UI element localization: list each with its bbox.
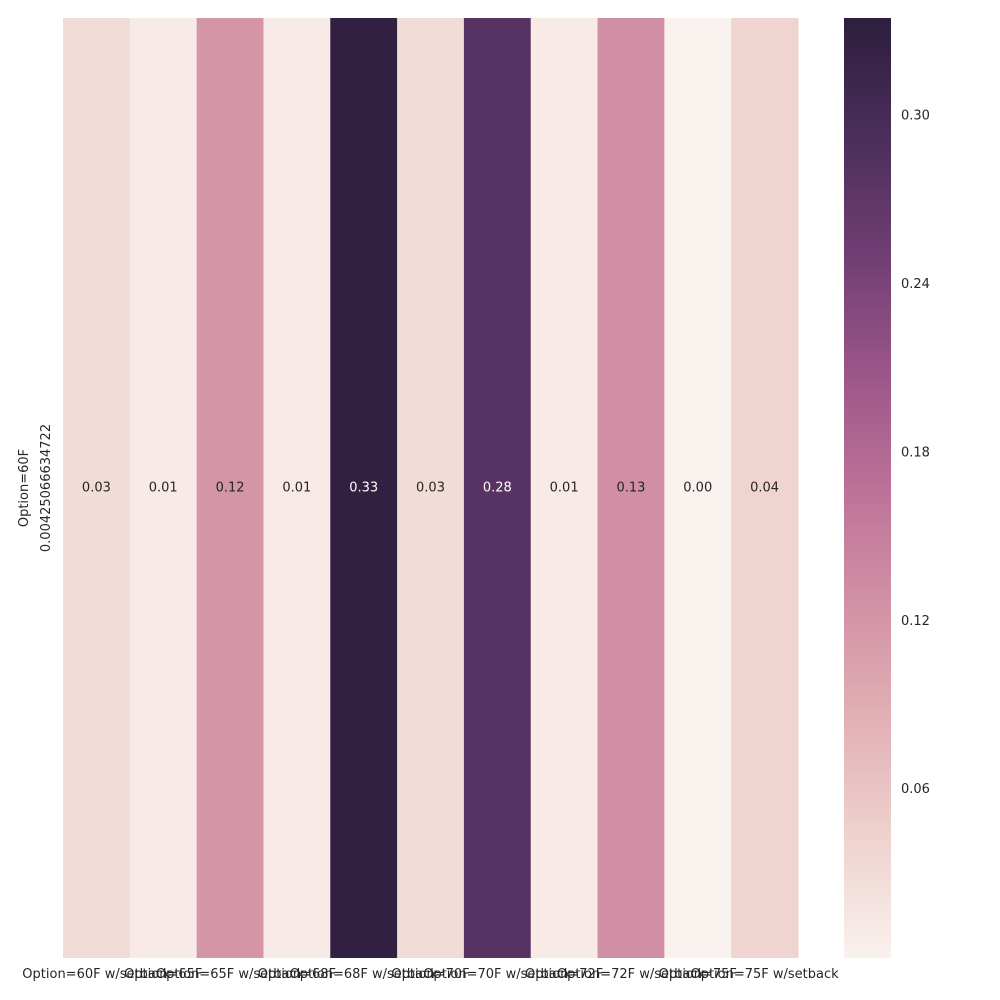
heatmap-cell [330,18,398,958]
cell-value-label: 0.01 [149,481,178,496]
heatmap-cell [129,18,198,958]
heatmap-cell [731,18,799,958]
colorbar-tick-label: 0.24 [901,277,930,292]
heatmap-cell [397,18,465,958]
heatmap-cell [196,18,264,958]
x-tick-label: Option=72F [525,967,603,982]
cell-value-label: 0.28 [483,481,512,496]
colorbar-tick-label: 0.12 [901,614,930,629]
colorbar-gradient [844,18,891,958]
colorbar-tick-label: 0.30 [901,109,930,124]
cell-value-label: 0.13 [616,481,645,496]
cell-value-label: 0.03 [416,481,445,496]
heatmap-cell [597,18,665,958]
x-tick-label: Option=68F [258,967,336,982]
y-axis-tick-labels: Option=60F 0.00425066634722 [17,424,54,552]
cell-value-label: 0.33 [349,481,378,496]
colorbar-tick-labels: 0.06 0.12 0.18 0.24 0.30 [901,109,930,797]
x-axis-tick-labels: Option=60F w/setbackOption=65FOption=65F… [22,967,839,982]
heatmap-cell [263,18,331,958]
x-tick-label: Option=60F w/setback [22,967,171,982]
cell-value-label: 0.12 [216,481,245,496]
colorbar-tick-label: 0.06 [901,782,930,797]
x-tick-label: Option=75F [659,967,737,982]
heatmap-cell [664,18,732,958]
heatmap-cell-labels: 0.03 0.01 0.12 0.01 0.33 0.03 0.28 0.01 0.13 0.00… [82,481,779,496]
x-tick-label: Option=68F w/setback [290,967,439,982]
x-tick-label: Option=72F w/setback [557,967,706,982]
cell-value-label: 0.00 [683,481,712,496]
cell-value-label: 0.03 [82,481,111,496]
x-tick-label: Option=75F w/setback [690,967,839,982]
cell-value-label: 0.01 [282,481,311,496]
heatmap-cell [63,18,131,958]
cell-value-label: 0.04 [750,481,779,496]
y-tick-label: 0.00425066634722 [39,424,54,552]
x-tick-label: Option=65F [124,967,202,982]
heatmap-cell [530,18,599,958]
heatmap-cells [63,18,799,958]
x-tick-label: Option=65F w/setback [156,967,305,982]
cell-value-label: 0.01 [550,481,579,496]
x-tick-label: Option=70F w/setback [423,967,572,982]
y-tick-label: Option=60F [17,449,32,527]
colorbar: 0.06 0.12 0.18 0.24 0.30 [844,18,930,958]
x-tick-label: Option=70F [391,967,469,982]
colorbar-tick-label: 0.18 [901,445,930,460]
heatmap-cell [463,18,532,958]
